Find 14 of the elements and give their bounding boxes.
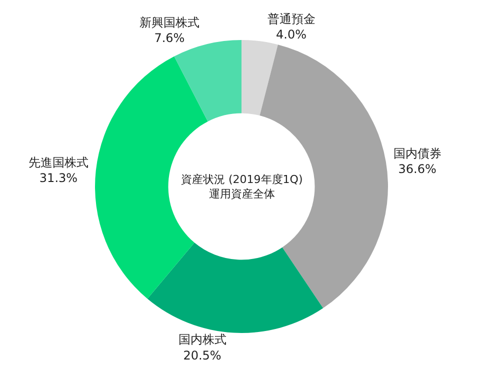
slice-label: 国内債券: [393, 146, 442, 161]
data-label: 7.6%: [154, 30, 185, 45]
data-label: 36.6%: [398, 162, 436, 176]
text: 資産状況 (2019年度1Q): [181, 173, 303, 186]
text: 運用資産全体: [208, 187, 275, 200]
donut-slice: [242, 40, 278, 116]
slice-label: 普通預金: [267, 12, 316, 26]
slice-label: 先進国株式: [28, 155, 88, 170]
slice-label: 新興国株式: [139, 15, 200, 30]
donut-slice: [147, 242, 324, 333]
data-label: 31.3%: [39, 171, 78, 186]
data-label: 20.5%: [183, 348, 222, 362]
slice-label: 国内株式: [178, 332, 226, 347]
data-label: 4.0%: [276, 27, 307, 42]
